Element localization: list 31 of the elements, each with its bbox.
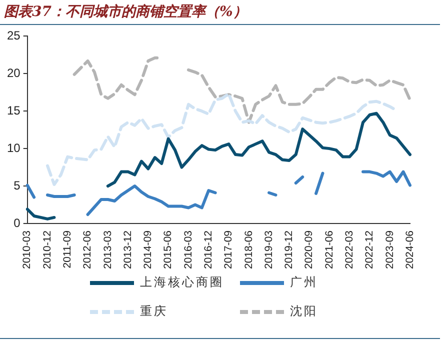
x-tick-label: 2016-12: [202, 230, 214, 270]
legend-label: 广州: [290, 274, 318, 291]
y-tick-label: 10: [6, 140, 21, 155]
x-tick-label: 2010-03: [21, 230, 34, 270]
legend-label: 重庆: [140, 303, 168, 320]
y-tick-label: 25: [6, 28, 21, 43]
legend-label: 沈阳: [290, 303, 318, 320]
legend-label: 上海核心商圈: [140, 274, 224, 291]
x-tick-label: 2018-06: [242, 230, 255, 270]
y-tick-label: 15: [6, 103, 21, 118]
x-tick-label: 2022-12: [364, 230, 376, 270]
x-tick-label: 2019-12: [283, 230, 296, 270]
x-tick-label: 2014-09: [142, 230, 154, 270]
x-tick-label: 2012-06: [82, 230, 94, 270]
y-tick-label: 0: [14, 216, 21, 230]
x-tick-label: 2011-09: [62, 230, 74, 268]
x-tick-label: 2023-09: [384, 230, 396, 270]
y-tick-label: 20: [6, 66, 21, 80]
x-tick-label: 2013-12: [122, 230, 134, 270]
x-tick-label: 2022-03: [343, 230, 356, 270]
x-tick-label: 2024-06: [404, 230, 416, 270]
x-tick-label: 2020-09: [303, 230, 316, 270]
x-tick-label: 2010-12: [41, 230, 54, 270]
x-tick-label: 2021-06: [323, 230, 336, 270]
chart-title: 图表37：不同城市的商铺空置率（%）: [4, 3, 247, 21]
x-tick-label: 2015-06: [162, 230, 174, 270]
x-tick-label: 2017-09: [222, 230, 235, 270]
x-tick-label: 2019-03: [262, 230, 275, 270]
y-tick-label: 5: [14, 178, 21, 192]
x-tick-label: 2013-03: [102, 230, 114, 270]
x-tick-label: 2016-03: [182, 230, 194, 270]
